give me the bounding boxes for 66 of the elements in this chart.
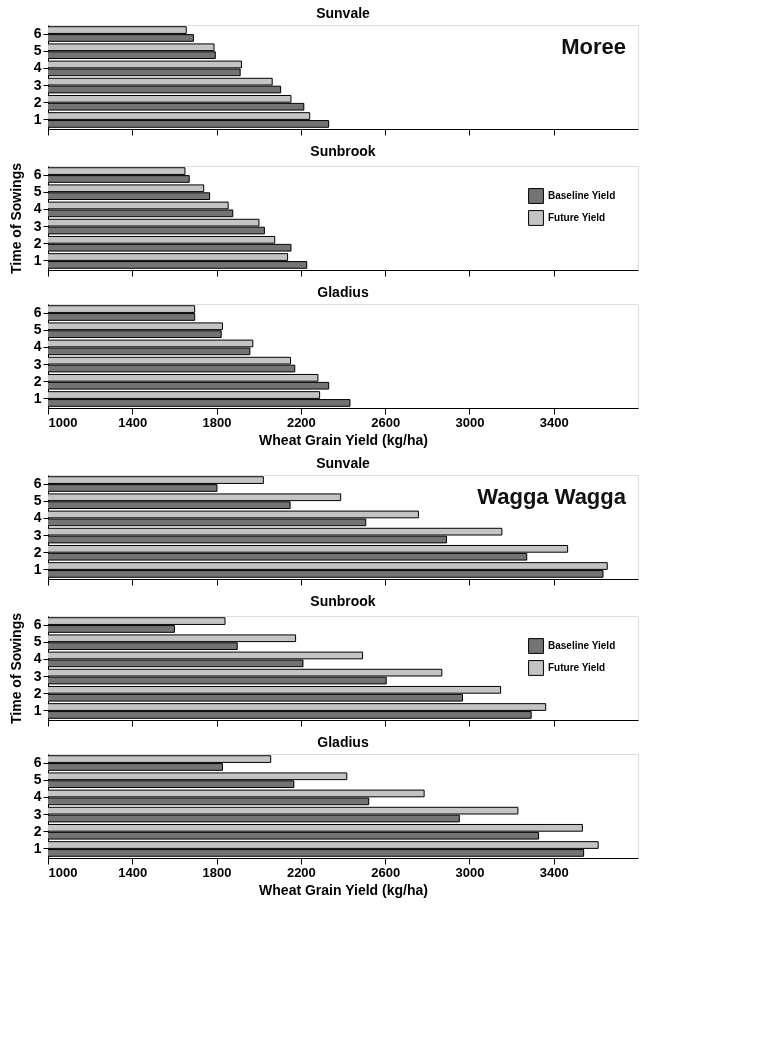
y-tick-label: 1 — [33, 701, 42, 718]
x-tick-label: 2200 — [286, 414, 316, 430]
y-tick-label: 6 — [33, 25, 42, 42]
y-tick-label: 5 — [33, 771, 42, 788]
x-tick-label: 1400 — [118, 414, 148, 430]
chart-title: Sunvale — [316, 5, 371, 21]
x-tick-label: 1400 — [118, 864, 148, 880]
y-tick-label: 4 — [33, 788, 42, 805]
y-axis-title: Time of Sowings — [7, 612, 24, 724]
x-axis-title: Wheat Grain Yield (kg/ha) — [259, 431, 428, 448]
y-tick-label: 4 — [33, 650, 42, 667]
annotation: Moree — [561, 34, 626, 59]
x-tick-label: 3400 — [539, 414, 569, 430]
y-tick-label: 4 — [33, 59, 42, 76]
y-tick-label: 2 — [33, 234, 42, 251]
y-tick-label: 2 — [33, 684, 42, 701]
chart-title: Sunvale — [316, 455, 371, 471]
x-tick-label: 1800 — [202, 864, 232, 880]
x-tick-label: 2600 — [371, 864, 401, 880]
chart-title: Gladius — [317, 284, 369, 300]
x-axis-title: Wheat Grain Yield (kg/ha) — [259, 881, 428, 898]
y-tick-label: 4 — [33, 509, 42, 526]
y-tick-label: 5 — [33, 633, 42, 650]
y-tick-label: 5 — [33, 321, 42, 338]
y-tick-label: 5 — [33, 183, 42, 200]
legend-label: Future Yield — [548, 662, 606, 673]
y-tick-label: 6 — [33, 754, 42, 771]
chart-title: Sunbrook — [310, 592, 376, 609]
y-tick-label: 1 — [33, 839, 42, 856]
y-tick-label: 2 — [33, 543, 42, 560]
x-tick-label: 2200 — [286, 864, 316, 880]
legend-label: Future Yield — [548, 212, 606, 223]
y-tick-label: 1 — [33, 560, 42, 577]
y-tick-label: 3 — [33, 805, 42, 822]
y-tick-label: 3 — [33, 355, 42, 372]
legend-label: Baseline Yield — [548, 190, 616, 201]
y-tick-label: 3 — [33, 526, 42, 543]
y-tick-label: 6 — [33, 166, 42, 183]
y-tick-label: 4 — [33, 338, 42, 355]
y-tick-label: 6 — [33, 616, 42, 633]
annotation: Wagga Wagga — [477, 484, 627, 509]
y-tick-label: 2 — [33, 93, 42, 110]
chart-title: Gladius — [317, 734, 369, 750]
x-tick-label: 1000 — [48, 864, 78, 880]
y-tick-label: 5 — [33, 42, 42, 59]
legend-label: Baseline Yield — [548, 640, 616, 651]
y-tick-label: 3 — [33, 217, 42, 234]
y-tick-label: 5 — [33, 492, 42, 509]
x-tick-label: 3000 — [455, 414, 485, 430]
y-tick-label: 1 — [33, 110, 42, 127]
chart-title: Sunbrook — [310, 142, 376, 159]
y-tick-label: 2 — [33, 372, 42, 389]
y-tick-label: 6 — [33, 475, 42, 492]
y-axis-title: Time of Sowings — [7, 162, 24, 274]
y-tick-label: 3 — [33, 667, 42, 684]
y-tick-label: 1 — [33, 251, 42, 268]
y-tick-label: 1 — [33, 389, 42, 406]
y-tick-label: 2 — [33, 822, 42, 839]
x-tick-label: 3000 — [455, 864, 485, 880]
x-tick-label: 1800 — [202, 414, 232, 430]
x-tick-label: 3400 — [539, 864, 569, 880]
x-tick-label: 2600 — [371, 414, 401, 430]
y-tick-label: 3 — [33, 76, 42, 93]
y-tick-label: 6 — [33, 304, 42, 321]
x-tick-label: 1000 — [48, 414, 78, 430]
y-tick-label: 4 — [33, 200, 42, 217]
